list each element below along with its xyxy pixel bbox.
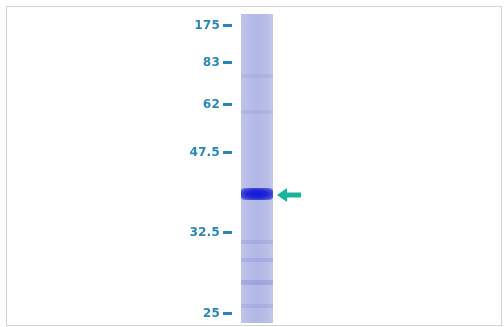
- marker-tick: [223, 230, 232, 234]
- marker-tick: [223, 150, 232, 154]
- faint-band: [241, 304, 273, 308]
- faint-band: [241, 280, 273, 285]
- marker-tick: [223, 311, 232, 315]
- marker-47-5: 47.5: [190, 145, 232, 159]
- marker-label: 47.5: [189, 145, 220, 159]
- marker-32-5: 32.5: [190, 225, 232, 239]
- marker-label: 32.5: [189, 225, 220, 239]
- marker-tick: [223, 102, 232, 106]
- faint-band: [241, 74, 273, 78]
- marker-label: 83: [202, 55, 220, 69]
- marker-175: 175: [194, 18, 232, 32]
- marker-label: 62: [202, 97, 220, 111]
- marker-25: 25: [203, 306, 232, 320]
- marker-tick: [223, 23, 232, 27]
- marker-62: 62: [203, 97, 232, 111]
- faint-band: [241, 240, 273, 244]
- protein-band: [241, 188, 273, 200]
- marker-tick: [223, 60, 232, 64]
- gel-lane: [241, 14, 273, 323]
- faint-band: [241, 110, 273, 114]
- arrow-left-icon: [277, 188, 301, 202]
- faint-band: [241, 258, 273, 262]
- marker-label: 175: [194, 18, 220, 32]
- marker-label: 25: [202, 306, 220, 320]
- marker-83: 83: [203, 55, 232, 69]
